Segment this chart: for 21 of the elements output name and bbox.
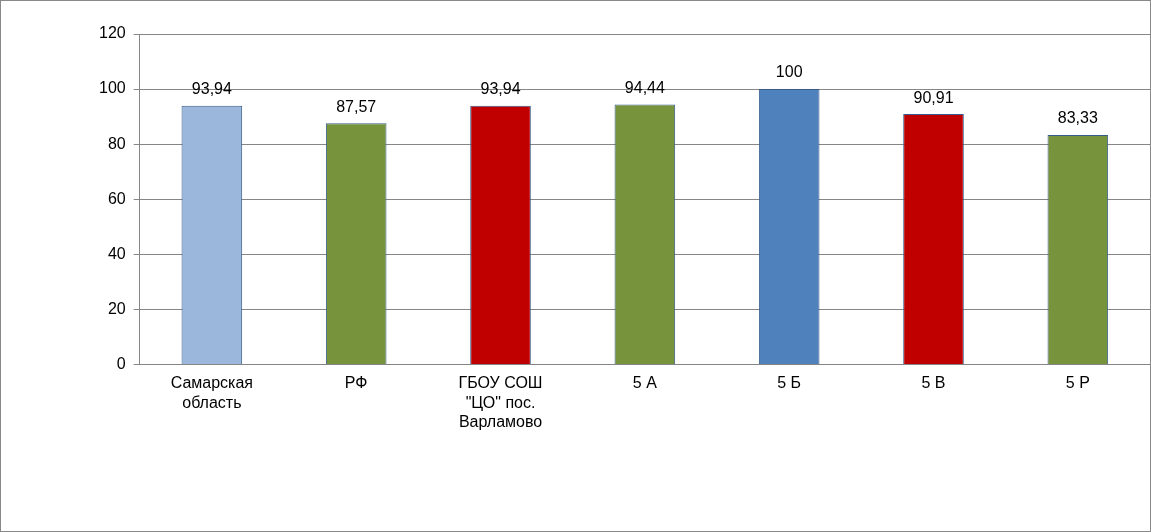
x-tick-label: 5 Р <box>1065 374 1090 392</box>
data-label: 94,44 <box>624 78 665 96</box>
y-tick-label: 100 <box>98 79 126 97</box>
data-label: 83,33 <box>1057 109 1098 127</box>
y-tick-label: 40 <box>107 244 126 262</box>
y-tick-label: 120 <box>98 24 126 42</box>
x-tick-label: 5 В <box>921 374 946 392</box>
x-tick-label: РФ <box>344 374 368 392</box>
y-tick-label: 20 <box>107 299 126 317</box>
x-tick-label: 5 Б <box>777 374 802 392</box>
y-tick-label: 60 <box>107 189 126 207</box>
data-label: 90,91 <box>913 88 954 106</box>
data-label: 87,57 <box>336 97 377 115</box>
y-tick-label: 0 <box>116 354 126 372</box>
x-tick-label: ГБОУ СОШ "ЦО" пос. Варламово <box>458 374 543 430</box>
x-tick-label: 5 А <box>632 374 658 392</box>
data-label: 93,94 <box>191 80 232 98</box>
data-label: 93,94 <box>480 80 521 98</box>
data-label: 100 <box>775 63 803 81</box>
y-tick-label: 80 <box>107 134 126 152</box>
x-tick-label: Самарская область <box>170 374 254 411</box>
